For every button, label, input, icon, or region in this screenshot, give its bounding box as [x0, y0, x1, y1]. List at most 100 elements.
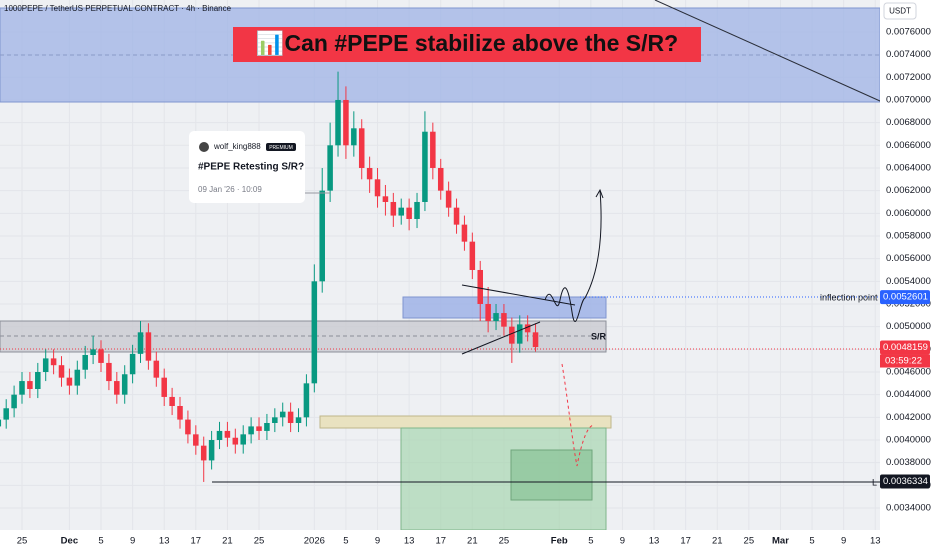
candle-body	[351, 128, 357, 146]
candle-body	[216, 430, 223, 441]
countdown-bg	[880, 354, 930, 368]
low-label: L	[872, 477, 877, 487]
y-tick-label: 0.0076000	[886, 26, 931, 37]
x-tick-label: 13	[870, 536, 881, 547]
candle-body	[66, 377, 73, 386]
x-tick-label: 25	[17, 536, 28, 547]
y-tick-label: 0.0070000	[886, 94, 931, 105]
currency-box	[883, 2, 917, 20]
candle-body	[82, 354, 88, 370]
y-tick-label: 0.0066000	[886, 140, 931, 151]
candle-body	[524, 324, 531, 333]
candle-body	[430, 131, 436, 168]
candle-body	[343, 99, 349, 146]
x-tick-label: 5	[588, 536, 593, 547]
candle-body	[145, 332, 152, 361]
sr-label: S/R	[591, 331, 607, 341]
idea-headline: #PEPE Retesting S/R?	[198, 162, 304, 173]
x-tick-label: 13	[404, 536, 415, 547]
candle-body	[272, 417, 278, 424]
y-tick-label: 0.0068000	[886, 117, 931, 128]
candle-body	[319, 190, 325, 282]
triangle-upper	[461, 284, 576, 306]
candle-body	[295, 417, 302, 424]
candle-body	[358, 128, 365, 168]
x-tick-label: 13	[649, 536, 660, 547]
candle-body	[177, 406, 183, 420]
x-tick-label: 9	[375, 536, 380, 547]
candle-body	[516, 324, 523, 344]
y-tick-label: 0.0034000	[886, 503, 931, 514]
candle-body	[445, 190, 452, 208]
y-tick-label: 0.0062000	[886, 185, 931, 196]
inner-target-zone	[510, 449, 593, 501]
y-tick-label: 0.0056000	[886, 253, 931, 264]
candle-body	[153, 360, 160, 378]
candle-body	[193, 434, 199, 446]
x-tick-label: 5	[98, 536, 103, 547]
candle-body	[129, 353, 136, 375]
candle-body	[185, 419, 191, 435]
candle-body	[509, 326, 515, 344]
y-tick-label: 0.0040000	[886, 435, 931, 446]
candle-body	[453, 207, 460, 225]
candle-body	[303, 383, 310, 418]
candle-body	[200, 445, 207, 461]
candle-body	[50, 358, 57, 366]
x-tick-label: 13	[159, 536, 170, 547]
x-tick-label: Dec	[61, 536, 78, 547]
symbol-header: 1000PEPE / TetherUS PERPETUAL CONTRACT ·…	[4, 4, 232, 13]
idea-card: wolf_king888 PREMIUM #PEPE Retesting S/R…	[189, 131, 305, 203]
candle-body	[477, 269, 483, 304]
y-tick-label: 0.0058000	[886, 230, 931, 241]
candle-body	[98, 349, 104, 363]
candle-body	[161, 377, 167, 397]
candle-body	[493, 313, 499, 321]
candle-body	[121, 374, 128, 395]
candle-body	[501, 313, 507, 327]
y-tick-label: 0.0074000	[886, 49, 931, 60]
candle-body	[114, 381, 120, 395]
candles	[0, 71, 539, 482]
y-tick-label: 0.0050000	[886, 321, 931, 332]
candle-body	[11, 394, 17, 409]
candle-body	[0, 419, 2, 427]
x-tick-label: 17	[191, 536, 202, 547]
idea-date: 09 Jan '26 · 10:09	[198, 185, 262, 194]
candle-body	[279, 411, 286, 418]
candle-body	[264, 423, 270, 431]
time-axis	[0, 530, 932, 550]
x-tick-label: 21	[712, 536, 723, 547]
candle-body	[485, 303, 491, 321]
candle-body	[469, 241, 476, 270]
x-tick-label: 21	[222, 536, 233, 547]
author: wolf_king888	[213, 142, 261, 151]
candle-body	[208, 440, 215, 461]
candle-body	[398, 207, 404, 216]
candle-body	[240, 434, 246, 445]
triangle-lower	[461, 321, 541, 355]
candle-body	[58, 365, 65, 378]
x-tick-label: 5	[809, 536, 814, 547]
y-tick-label: 0.0042000	[886, 412, 931, 423]
support-zone	[319, 415, 612, 429]
candle-body	[366, 167, 373, 180]
headline-banner: 📊Can #PEPE stabilize above the S/R?	[233, 27, 701, 62]
price-tag-label: 0.0052601	[883, 292, 928, 303]
currency: USDT	[889, 7, 911, 16]
candle-body	[461, 224, 468, 242]
projection-up	[544, 189, 602, 322]
candle-body	[382, 196, 389, 202]
x-tick-label: 9	[620, 536, 625, 547]
y-tick-label: 0.0064000	[886, 162, 931, 173]
x-tick-label: 25	[254, 536, 265, 547]
y-tick-label: 0.0072000	[886, 72, 931, 83]
candle-body	[327, 145, 333, 191]
candle-body	[232, 437, 239, 445]
x-tick-label: 25	[744, 536, 755, 547]
candle-body	[374, 179, 381, 197]
candle-body	[74, 369, 81, 386]
candle-body	[335, 99, 341, 146]
